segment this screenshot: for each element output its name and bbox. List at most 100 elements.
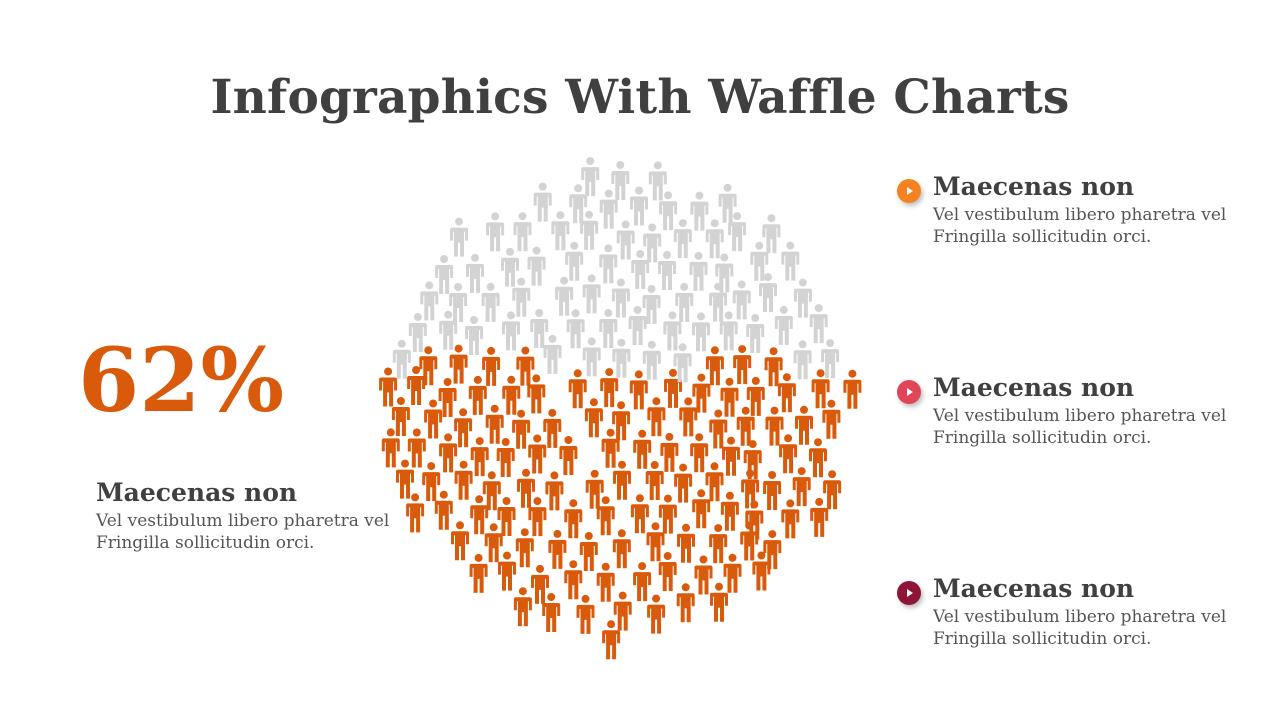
person-icon-empty [527,246,546,286]
person-icon-empty [580,210,599,250]
person-icon-empty [449,283,468,322]
person-icon-filled [646,522,665,562]
person-icon-empty [599,244,618,284]
person-icon-filled [692,489,711,529]
person-icon-filled [512,409,531,449]
person-icon-filled [543,408,562,448]
person-icon-filled [454,408,473,448]
person-icon-empty [565,241,584,281]
person-icon-filled [406,493,425,533]
stat-description: Maecenas non Vel vestibulum libero phare… [96,478,416,554]
person-icon-filled [564,560,583,600]
person-icon-empty [715,253,734,293]
legend-item-body: Vel vestibulum libero pharetra vel Fring… [933,205,1227,247]
person-icon-filled [809,438,827,478]
person-icon-filled [601,428,620,468]
person-icon-filled [765,406,784,446]
person-icon-empty [732,280,751,320]
person-icon-empty [631,250,650,289]
person-icon-empty [793,340,812,380]
person-icon-filled [576,594,595,634]
person-icon-empty [689,251,708,291]
person-icon-filled [633,562,652,602]
person-icon-filled [596,562,615,602]
person-icon-filled [822,399,841,439]
person-icon-filled [779,434,798,474]
person-icon-filled [763,530,782,570]
person-icon-empty [501,247,519,287]
person-icon-filled [612,401,631,441]
person-icon-empty [642,340,661,380]
person-icon-filled [502,375,521,415]
person-icon-filled [585,469,604,509]
person-icon-empty [611,161,630,200]
person-icon-filled [746,376,765,416]
person-icon-filled [470,437,489,477]
person-icon-filled [764,347,783,387]
person-icon-filled [497,497,516,536]
person-icon-filled [559,436,578,475]
person-icon-filled [379,367,398,407]
person-icon-filled [709,409,728,449]
person-icon-filled [468,375,487,415]
person-icon-empty [582,337,601,377]
person-icon-empty [781,241,800,281]
person-icon-empty [673,219,692,259]
person-icon-filled [542,593,561,632]
legend-item-heading: Maecenas non [933,574,1135,603]
person-icon-filled [496,438,515,477]
person-icon-filled [792,467,811,507]
person-icon-empty [450,217,468,257]
person-icon-filled [709,524,728,564]
person-icon-filled [733,345,752,385]
person-icon-filled [674,463,693,503]
person-icon-empty [718,183,737,223]
person-icon-filled [579,532,598,571]
person-icon-empty [705,219,724,259]
person-icon-empty [728,212,747,252]
person-icon-filled [419,346,438,386]
legend-item-heading: Maecenas non [933,172,1135,201]
person-icon-empty [530,309,549,348]
person-icon-filled [439,433,458,473]
person-icon-filled [795,405,813,445]
person-icon-filled [722,436,740,476]
person-icon-filled [710,582,728,622]
person-icon-empty [750,241,769,281]
person-icon-filled [422,462,441,502]
person-icon-filled [482,346,501,386]
person-icon-empty [642,285,661,324]
person-icon-filled [676,583,695,623]
person-icon-filled [449,344,468,384]
person-icon-filled [736,406,755,446]
person-icon-filled [647,397,666,437]
person-icon-filled [531,564,549,604]
person-icon-filled [438,378,457,417]
person-icon-filled [469,553,488,593]
person-icon-empty [512,277,531,317]
person-icon-empty [809,304,828,344]
person-icon-filled [705,346,724,386]
person-icon-filled [664,368,682,408]
person-icon-empty [643,223,662,263]
person-icon-filled [777,373,796,413]
person-icon-filled [763,471,782,510]
play-bullet-icon [897,581,921,605]
play-bullet-icon [897,179,921,203]
slide-title: Infographics With Waffle Charts [210,70,1070,125]
person-icon-empty [513,212,532,252]
person-icon-filled [451,521,469,561]
person-icon-empty [599,189,618,229]
person-icon-filled [528,497,547,537]
person-icon-empty [658,251,676,290]
person-icon-empty [611,278,630,318]
person-icon-empty [821,339,840,379]
person-icon-filled [527,374,546,414]
person-icon-filled [811,369,830,409]
person-icon-empty [746,314,765,353]
person-icon-empty [408,313,427,352]
person-icon-empty [555,276,574,316]
person-icon-filled [391,397,410,436]
person-icon-filled [658,552,677,591]
person-icon-empty [628,306,647,345]
